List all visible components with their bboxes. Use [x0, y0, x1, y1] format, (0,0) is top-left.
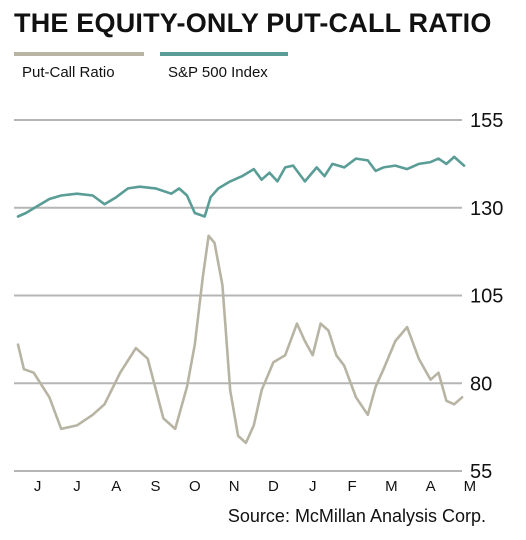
- legend-label-sp500: S&P 500 Index: [168, 64, 268, 81]
- series-line-put-call-ratio: [16, 234, 464, 445]
- x-tick-label: S: [151, 478, 161, 495]
- x-tick-label: A: [111, 478, 121, 495]
- legend-swatch-put-call-ratio: [14, 52, 144, 56]
- legend-label-put-call-ratio: Put-Call Ratio: [22, 64, 115, 81]
- y-axis-tick-labels: 155 130 105 80 55: [470, 110, 503, 483]
- grid-lines: [14, 119, 462, 472]
- legend-item-put-call-ratio: Put-Call Ratio: [14, 52, 144, 84]
- x-tick-label: O: [189, 478, 201, 495]
- x-tick-label: D: [268, 478, 279, 495]
- x-tick-label: M: [385, 478, 398, 495]
- x-tick-label: N: [229, 478, 240, 495]
- y-tick-label: 155: [470, 110, 503, 132]
- y-tick-label: 55: [470, 461, 492, 483]
- legend-swatch-sp500: [160, 52, 288, 56]
- x-tick-label: F: [347, 478, 356, 495]
- series-lines: [16, 155, 466, 445]
- line-chart: 155 130 105 80 55 J J A S O N D J F M A M: [14, 110, 503, 495]
- legend-item-sp500: S&P 500 Index: [160, 52, 290, 84]
- x-tick-label: J: [73, 478, 81, 495]
- y-tick-label: 105: [470, 286, 503, 308]
- x-tick-label: J: [34, 478, 42, 495]
- x-tick-label: M: [464, 478, 477, 495]
- source-note: Source: McMillan Analysis Corp.: [227, 506, 486, 526]
- chart-title: THE EQUITY-ONLY PUT-CALL RATIO: [14, 8, 492, 38]
- series-line-sp500: [16, 155, 466, 218]
- y-tick-label: 80: [470, 373, 492, 395]
- x-tick-label: A: [426, 478, 436, 495]
- x-tick-label: J: [309, 478, 317, 495]
- y-tick-label: 130: [470, 198, 503, 220]
